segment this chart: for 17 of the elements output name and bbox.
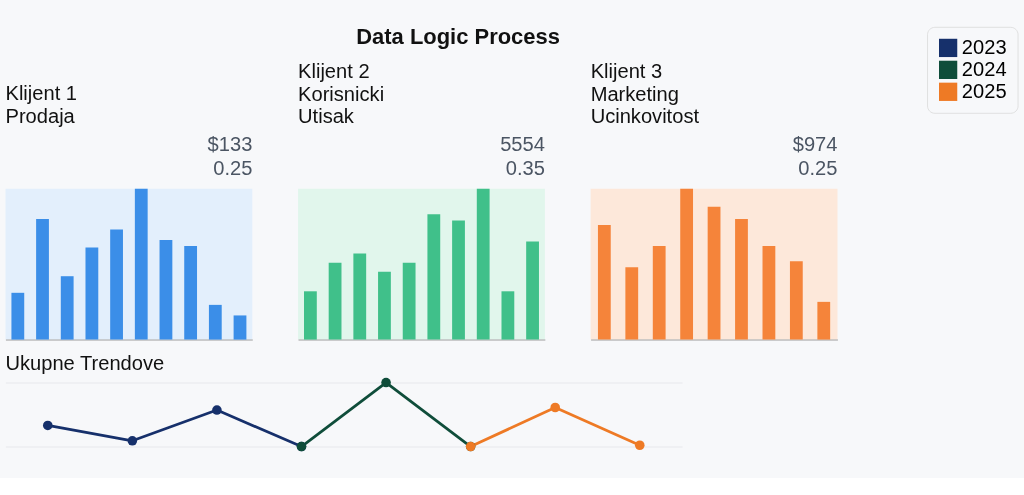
legend-label: 2025 bbox=[961, 80, 1007, 103]
chart-subtitle: Korisnicki Utisak bbox=[298, 82, 385, 127]
chart-title: Ukupne Trendove bbox=[5, 351, 165, 374]
text: Data Logic Process bbox=[356, 24, 560, 50]
text: $974 bbox=[792, 133, 838, 156]
chart-title: Klijent 3 bbox=[590, 60, 663, 83]
legend-label: 2023 bbox=[961, 36, 1007, 59]
text: 0.25 bbox=[798, 157, 838, 179]
legend-label: 2024 bbox=[961, 58, 1007, 81]
chart-subtitle: Prodaja bbox=[5, 104, 76, 127]
chart-title: Klijent 1 bbox=[5, 82, 78, 105]
chart-title: Klijent 2 bbox=[298, 60, 370, 83]
chart-subtitle: Marketing Ucinkovitost bbox=[590, 82, 700, 127]
text: 0.35 bbox=[505, 157, 545, 179]
text: $133 bbox=[207, 133, 253, 156]
text: 5554 bbox=[500, 133, 545, 156]
text: 0.25 bbox=[213, 157, 253, 179]
